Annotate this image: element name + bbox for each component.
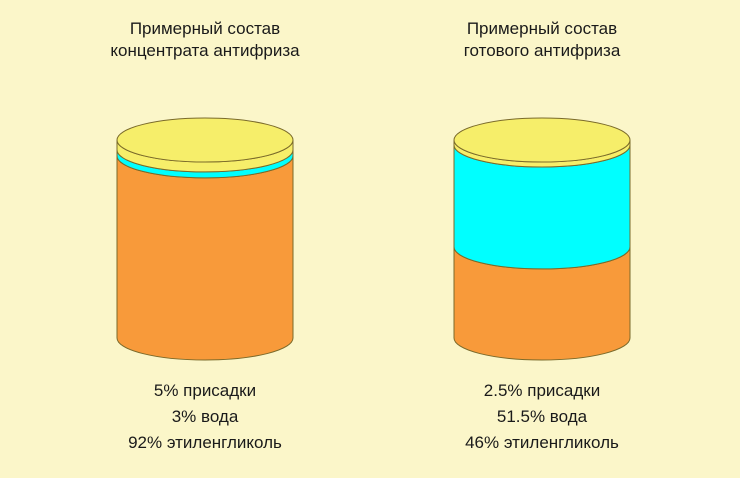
- ready-antifreeze-title-line1: Примерный состав: [466, 19, 618, 38]
- concentrate-legend: 5% присадки 3% вода 92% этиленгликоль: [75, 378, 335, 456]
- ready-antifreeze-cylinder: [453, 117, 631, 361]
- concentrate-water-label: 3% вода: [171, 407, 239, 426]
- cylinder-top-lid: [116, 117, 294, 163]
- ready-antifreeze-panel: Примерный состав готового антифриза 2.5%…: [412, 0, 672, 478]
- concentrate-cylinder: [116, 117, 294, 361]
- ethylene-glycol-layer: [116, 155, 294, 361]
- concentrate-glycol-label: 92% этиленгликоль: [128, 433, 282, 452]
- ready-antifreeze-title: Примерный состав готового антифриза: [412, 18, 672, 62]
- concentrate-panel: Примерный состав концентрата антифриза 5…: [75, 0, 335, 478]
- ready-antifreeze-glycol-label: 46% этиленгликоль: [465, 433, 619, 452]
- ready-antifreeze-water-label: 51.5% вода: [496, 407, 588, 426]
- concentrate-additives-label: 5% присадки: [153, 381, 257, 400]
- ready-antifreeze-legend: 2.5% присадки 51.5% вода 46% этиленглико…: [412, 378, 672, 456]
- cylinder-top-lid: [453, 117, 631, 163]
- ready-antifreeze-additives-label: 2.5% присадки: [483, 381, 601, 400]
- ready-antifreeze-title-line2: готового антифриза: [463, 41, 621, 60]
- concentrate-title-line1: Примерный состав: [129, 19, 281, 38]
- concentrate-title-line2: концентрата антифриза: [110, 41, 300, 60]
- concentrate-title: Примерный состав концентрата антифриза: [75, 18, 335, 62]
